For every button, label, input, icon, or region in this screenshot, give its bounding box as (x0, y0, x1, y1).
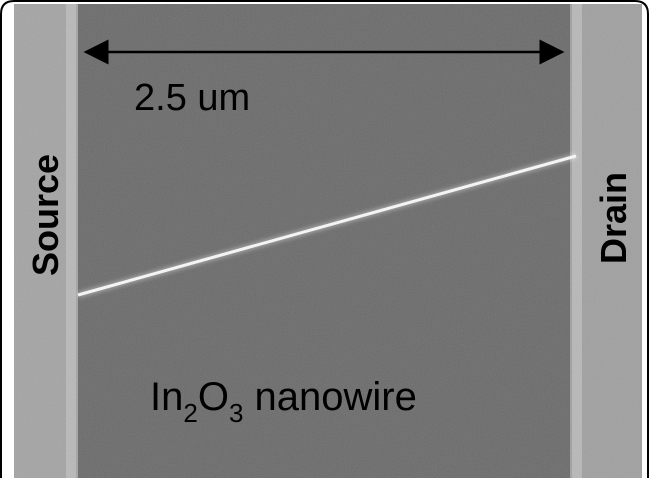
caption-part: O (198, 375, 229, 419)
sem-image: 2.5 um Source Drain In2O3 nanowire (0, 0, 649, 479)
page: 2.5 um Source Drain In2O3 nanowire (() =… (0, 0, 649, 479)
caption-subscript: 3 (229, 398, 243, 428)
caption-subscript: 2 (183, 398, 197, 428)
caption-part: nanowire (243, 375, 416, 419)
source-label: Source (25, 154, 66, 276)
scale-label: 2.5 um (134, 77, 250, 119)
caption-part: In (150, 375, 183, 419)
drain-label: Drain (593, 172, 634, 264)
